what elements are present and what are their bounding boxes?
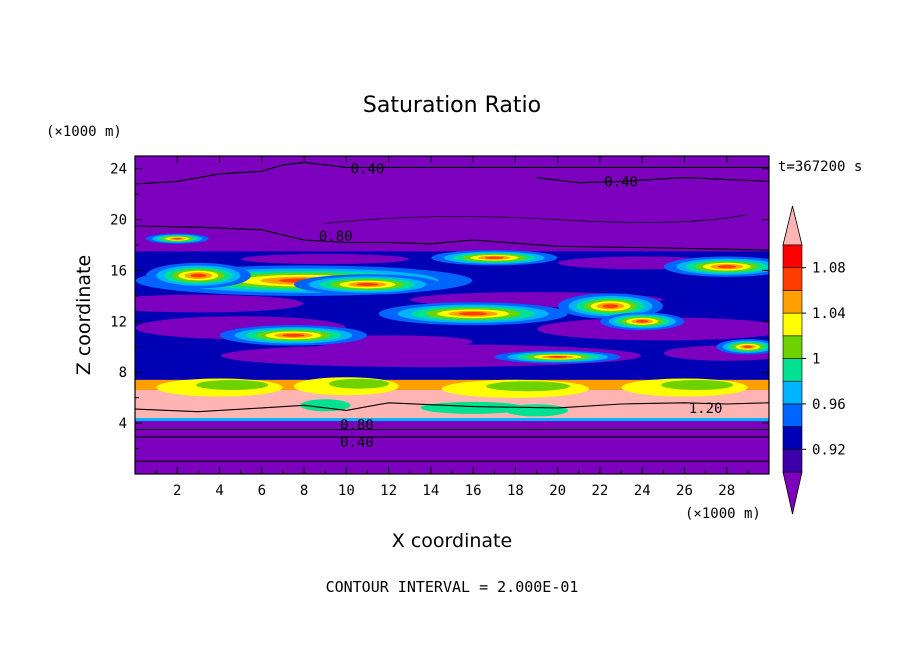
x-tick-label: 20	[549, 483, 566, 499]
y-tick-label: 16	[110, 263, 127, 279]
cyan-patch	[420, 401, 526, 414]
colorbar-swatch	[782, 426, 803, 450]
x-tick-label: 24	[634, 483, 651, 499]
colorbar-over-arrow	[782, 205, 803, 246]
colorbar-label: 1.04	[812, 306, 846, 322]
colorbar-label: 1	[812, 352, 820, 368]
moist-blob	[172, 237, 182, 240]
contour-thin	[325, 214, 748, 224]
x-unit-label: (×1000 m)	[685, 506, 761, 522]
contour-labels: 0.40 0.40 0.80 1.20 0.80 0.40	[319, 162, 723, 451]
time-label: t=367200 s	[778, 159, 862, 175]
y-tick-label: 4	[119, 416, 127, 432]
colorbar-label: 0.92	[812, 442, 846, 458]
x-tick-label: 18	[507, 483, 524, 499]
x-tick-label: 2	[173, 483, 181, 499]
moist-blob	[356, 282, 379, 286]
moist-blob	[717, 265, 737, 269]
colorbar-label: 0.96	[812, 397, 846, 413]
dry-streak	[241, 253, 410, 265]
y-tick-label: 20	[110, 213, 127, 229]
x-tick-label: 12	[380, 483, 397, 499]
y-unit-label: (×1000 m)	[46, 124, 122, 140]
contour-1.20	[135, 402, 769, 413]
y-tick-label: 8	[119, 365, 127, 381]
chart-title: Saturation Ratio	[363, 93, 541, 118]
moist-blob	[602, 304, 619, 309]
colorbar-swatch	[782, 290, 803, 314]
colorbar-swatch	[782, 403, 803, 427]
moist-blob	[190, 273, 207, 278]
green-patch	[486, 381, 571, 392]
x-tick-label: 6	[258, 483, 266, 499]
moist-blob	[484, 256, 504, 259]
moist-blob	[548, 356, 568, 358]
saturation-field	[135, 156, 769, 474]
moist-blob	[635, 320, 649, 323]
cloud-base-strip	[135, 418, 769, 422]
y-axis-label: Z coordinate	[73, 255, 95, 375]
x-axis: 2 4 6 8 10 12 14 16 18 20 22 24 26 28	[155, 156, 749, 499]
colorbar-swatch	[782, 358, 803, 382]
colorbar-swatch	[782, 380, 803, 405]
x-tick-label: 26	[676, 483, 693, 499]
colorbar-swatch	[782, 244, 803, 269]
cyan-patch	[300, 399, 351, 412]
colorbar-swatch	[782, 335, 803, 359]
colorbar-swatch	[782, 448, 803, 473]
contour-label: 1.20	[689, 401, 723, 417]
colorbar: 0.92 0.96 1 1.04 1.08	[782, 205, 846, 515]
x-tick-label: 4	[215, 483, 223, 499]
contour-label: 0.80	[319, 229, 353, 245]
y-tick-label: 12	[110, 314, 127, 330]
contour-label: 0.40	[604, 174, 638, 190]
x-tick-label: 10	[338, 483, 355, 499]
y-tick-label: 24	[110, 162, 127, 178]
x-tick-label: 14	[422, 483, 439, 499]
x-tick-label: 28	[718, 483, 735, 499]
y-axis: 4 8 12 16 20 24	[110, 162, 769, 450]
contour-label: 0.80	[340, 417, 374, 433]
contour-0.40-right	[536, 177, 769, 184]
x-tick-label: 8	[300, 483, 308, 499]
colorbar-under-arrow	[782, 471, 803, 515]
cyan-patch	[505, 404, 569, 417]
colorbar-swatch	[782, 312, 803, 337]
contour-label: 0.40	[351, 162, 385, 178]
colorbar-label: 1.08	[812, 261, 846, 277]
contour-interval-note: CONTOUR INTERVAL = 2.000E-01	[326, 578, 579, 596]
green-patch	[661, 379, 734, 390]
moist-blob	[458, 312, 488, 316]
green-patch	[329, 378, 390, 389]
x-tick-label: 16	[465, 483, 482, 499]
moist-blob	[743, 345, 753, 348]
moist-blob	[282, 333, 305, 337]
x-axis-label: X coordinate	[392, 530, 512, 552]
dry-streak	[135, 294, 304, 313]
contour-0.40-top	[135, 161, 769, 185]
contour-label: 0.40	[340, 435, 374, 451]
contour-lines	[135, 161, 769, 462]
colorbar-swatch	[782, 267, 803, 291]
x-tick-label: 22	[592, 483, 609, 499]
green-patch	[196, 379, 269, 390]
contour-0.80-upper	[135, 225, 769, 251]
